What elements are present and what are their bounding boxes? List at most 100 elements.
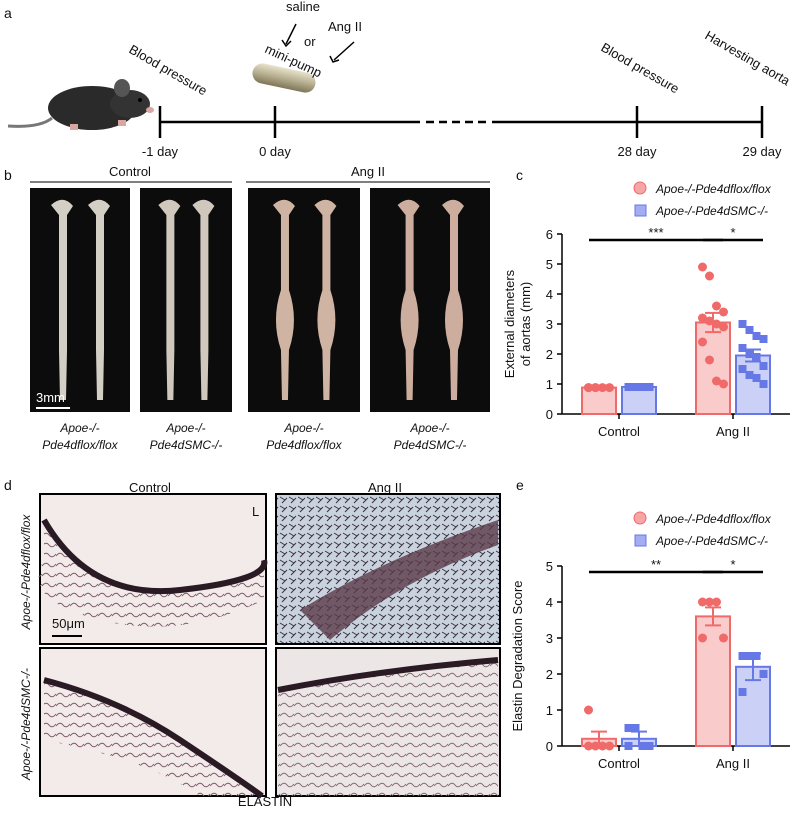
photo-caption: Pde4dSMC-/- xyxy=(150,438,223,452)
data-point xyxy=(745,652,754,660)
data-point xyxy=(645,742,654,750)
legend-marker xyxy=(633,181,647,195)
bar xyxy=(621,386,657,415)
y-tick-label: 4 xyxy=(546,287,553,302)
x-tick-label: Control xyxy=(598,756,640,771)
data-point xyxy=(624,724,633,732)
data-point xyxy=(591,741,600,751)
scale-bar-label: 3mm xyxy=(36,390,65,405)
aorta xyxy=(397,199,420,400)
x-tick-label: Ang II xyxy=(716,424,750,439)
panel-label: a xyxy=(4,5,12,21)
y-axis-label: Elastin Degradation Score xyxy=(510,580,525,731)
data-point xyxy=(584,705,593,715)
mouse-icon xyxy=(7,79,154,130)
day-label: 0 day xyxy=(259,144,291,159)
y-tick-label: 3 xyxy=(546,631,553,646)
y-tick-label: 2 xyxy=(546,667,553,682)
data-point xyxy=(705,597,714,607)
data-point xyxy=(645,383,654,391)
data-point xyxy=(584,741,593,751)
data-point xyxy=(598,741,607,751)
photo xyxy=(248,188,360,412)
day-label: -1 day xyxy=(142,144,179,159)
data-point xyxy=(745,350,754,358)
significance-label: * xyxy=(730,557,735,572)
data-point xyxy=(759,380,768,388)
y-tick-label: 6 xyxy=(546,227,553,242)
data-point xyxy=(719,633,728,643)
significance-label: * xyxy=(730,225,735,240)
legend-marker xyxy=(633,511,647,525)
data-point xyxy=(738,365,747,373)
legend-label: Apoe-/-Pde4dSMC-/- xyxy=(655,204,768,218)
y-tick-label: 4 xyxy=(546,595,553,610)
photo-caption: Apoe-/- xyxy=(59,421,99,435)
event-label: Harvesting aorta xyxy=(703,28,794,89)
event-label: Blood pressure xyxy=(599,40,682,97)
y-tick-label: 0 xyxy=(546,407,553,422)
timeline xyxy=(158,106,764,138)
column-label: Ang II xyxy=(368,480,402,495)
photo-caption: Pde4dflox/flox xyxy=(266,438,342,452)
data-point xyxy=(698,337,707,347)
treatment-label: saline xyxy=(286,0,320,14)
column-label: Control xyxy=(129,480,171,495)
stain-label: ELASTIN xyxy=(238,794,292,809)
y-tick-label: 5 xyxy=(546,559,553,574)
histology-images xyxy=(38,493,501,799)
data-point xyxy=(712,301,721,311)
aorta xyxy=(272,199,295,400)
significance-label: ** xyxy=(651,557,661,572)
data-point xyxy=(745,371,754,379)
legend-marker xyxy=(634,534,647,547)
data-point xyxy=(624,742,633,750)
y-tick-label: 3 xyxy=(546,317,553,332)
data-point xyxy=(738,652,747,660)
data-point xyxy=(759,670,768,678)
bar xyxy=(695,321,731,415)
day-label: 28 day xyxy=(617,144,657,159)
data-point xyxy=(624,383,633,391)
data-point xyxy=(584,383,593,393)
aorta xyxy=(442,199,464,400)
data-point xyxy=(591,383,600,393)
treatment-label: or xyxy=(304,34,316,49)
data-point xyxy=(752,652,761,660)
photo xyxy=(370,188,490,412)
y-tick-label: 1 xyxy=(546,703,553,718)
aorta xyxy=(314,199,337,400)
data-point xyxy=(719,379,728,389)
y-axis-label: External diameters xyxy=(502,269,517,378)
aorta xyxy=(88,199,110,400)
data-point xyxy=(759,335,768,343)
photo xyxy=(30,188,130,412)
data-point xyxy=(638,383,647,391)
photo-caption: Apoe-/- xyxy=(283,421,323,435)
photo-caption: Pde4dSMC-/- xyxy=(394,438,467,452)
data-point xyxy=(738,688,747,696)
panel-label: d xyxy=(4,477,12,493)
data-point xyxy=(712,597,721,607)
lumen-label: L xyxy=(252,504,259,519)
data-point xyxy=(705,316,714,326)
data-point xyxy=(738,344,747,352)
significance-label: *** xyxy=(648,225,663,240)
x-tick-label: Ang II xyxy=(716,756,750,771)
row-label: Apoe-/-Pde4dSMC-/- xyxy=(19,668,33,781)
aorta xyxy=(158,199,181,400)
data-point xyxy=(719,307,728,317)
mini-pump-icon xyxy=(252,63,316,93)
data-point xyxy=(738,320,747,328)
data-point xyxy=(598,383,607,393)
panel-label: c xyxy=(516,167,523,183)
group-label: Control xyxy=(109,164,151,179)
data-point xyxy=(698,633,707,643)
photo xyxy=(140,188,232,412)
y-tick-label: 1 xyxy=(546,377,553,392)
x-tick-label: Control xyxy=(598,424,640,439)
photo-caption: Apoe-/- xyxy=(409,421,449,435)
y-tick-label: 2 xyxy=(546,347,553,362)
y-tick-label: 0 xyxy=(546,739,553,754)
